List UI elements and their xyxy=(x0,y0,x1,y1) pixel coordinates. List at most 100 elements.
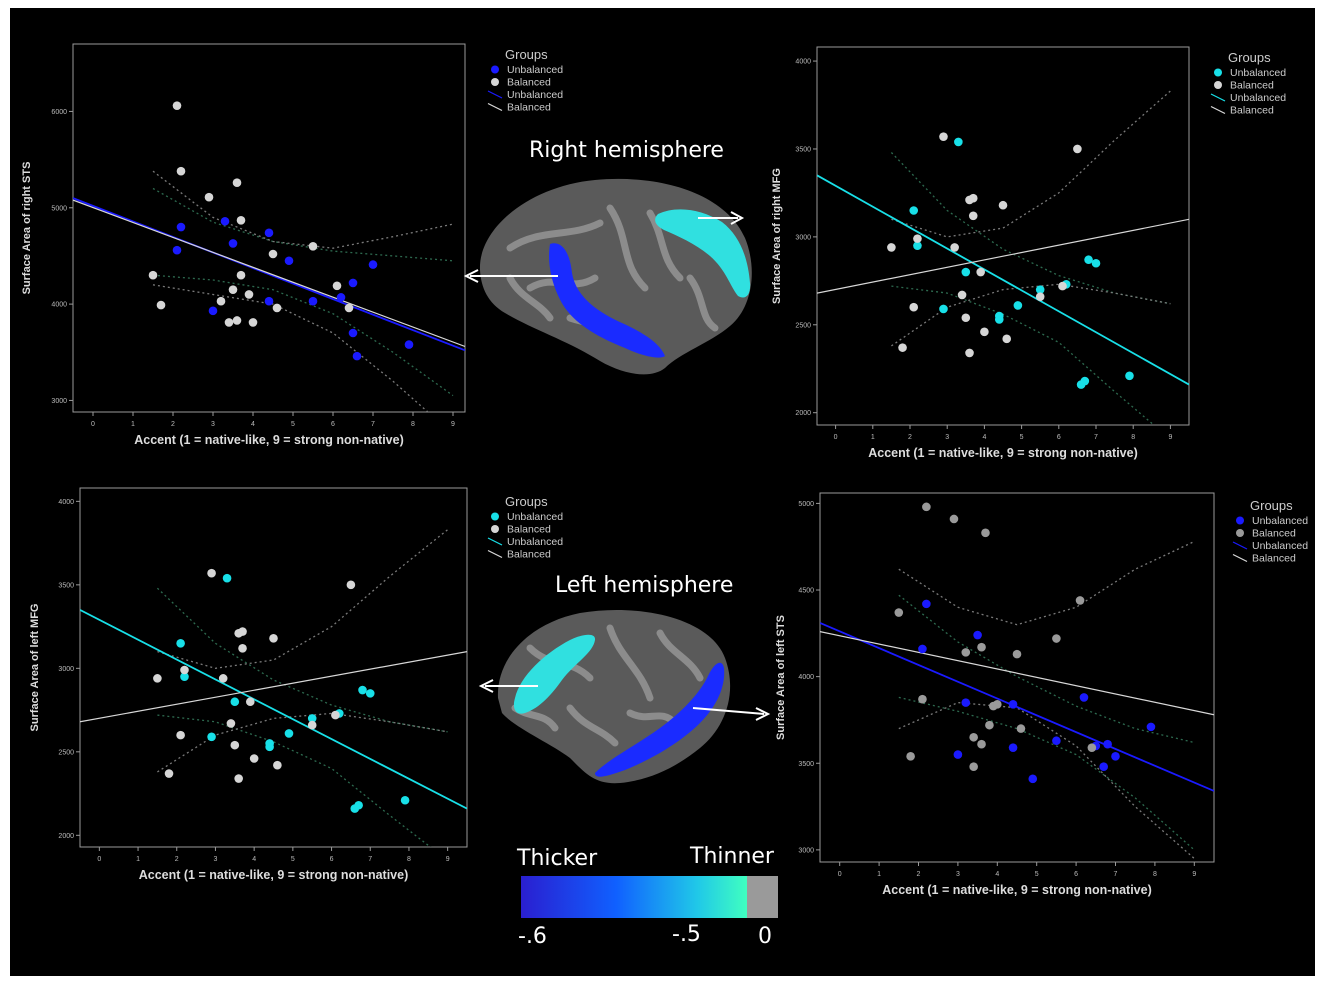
arrow-to-left-sts-head xyxy=(755,707,771,721)
x-tick-label: 0 xyxy=(97,856,101,863)
legend-entry: Balanced xyxy=(507,549,551,561)
legend-marker xyxy=(1214,81,1222,89)
data-point xyxy=(284,256,294,266)
x-tick-label: 9 xyxy=(446,856,450,863)
data-point xyxy=(249,754,259,763)
data-point xyxy=(216,296,226,306)
data-point xyxy=(172,245,182,255)
colorbar-tick-label: 0 xyxy=(758,924,772,949)
data-point xyxy=(404,340,414,349)
legend-entry: Unbalanced xyxy=(1252,515,1308,527)
legend-entry: Unbalanced xyxy=(507,511,563,523)
data-point xyxy=(1087,743,1097,752)
left-brain-sts-region xyxy=(595,662,725,777)
legend-title: Groups xyxy=(1228,50,1271,65)
data-point xyxy=(400,795,410,805)
data-point xyxy=(230,740,240,750)
data-point xyxy=(957,290,967,300)
data-point xyxy=(887,243,896,252)
data-point xyxy=(949,514,959,524)
data-point xyxy=(906,752,915,761)
legend-line xyxy=(487,537,503,546)
colorbar-tick-label: -.6 xyxy=(518,924,547,949)
data-point xyxy=(273,760,282,770)
x-tick-label: 1 xyxy=(877,871,881,878)
y-tick-label: 3000 xyxy=(58,666,74,673)
fit-line xyxy=(820,622,1214,792)
data-point xyxy=(176,638,185,648)
data-point xyxy=(950,243,959,252)
legend-line xyxy=(487,90,503,99)
x-tick-label: 0 xyxy=(834,434,838,441)
y-axis-label: Surface Area of left STS xyxy=(775,615,787,740)
data-point xyxy=(264,296,274,306)
x-tick-label: 1 xyxy=(136,856,140,863)
legend-line xyxy=(487,102,503,112)
x-tick-label: 5 xyxy=(291,421,295,428)
data-point xyxy=(980,327,989,337)
plot-frame xyxy=(816,46,1190,426)
data-point xyxy=(220,216,230,226)
right-hemisphere-brain xyxy=(463,178,752,375)
x-tick-label: 2 xyxy=(917,871,921,878)
plot-left-sts: 0 1 2 3 4 5 6 7 8 9 3000 3500 4000 4500 5000 Accent (1 … xyxy=(775,492,1308,897)
legend-marker xyxy=(491,525,499,533)
y-tick-label: 4000 xyxy=(795,59,811,66)
y-tick-label: 4000 xyxy=(51,302,67,309)
data-point xyxy=(352,351,362,361)
data-point xyxy=(172,101,182,110)
data-point xyxy=(918,694,927,704)
ci-band-lower xyxy=(891,285,1155,425)
data-point xyxy=(961,648,971,657)
plot-frame xyxy=(819,492,1215,863)
legend-entry: Unbalanced xyxy=(507,89,563,101)
data-point xyxy=(208,306,218,316)
data-point xyxy=(918,644,927,654)
x-tick-label: 0 xyxy=(91,421,95,428)
data-point xyxy=(898,343,907,352)
y-tick-label: 2000 xyxy=(58,833,74,840)
data-point xyxy=(176,166,186,176)
ci-band-lower xyxy=(891,283,1171,347)
data-point xyxy=(307,714,317,723)
legend-line xyxy=(1232,541,1248,550)
x-tick-label: 4 xyxy=(982,434,986,441)
data-point xyxy=(204,192,214,202)
data-point xyxy=(981,528,990,538)
left-brain-mfg-region xyxy=(513,634,596,714)
data-point xyxy=(207,568,216,578)
x-tick-label: 7 xyxy=(371,421,375,428)
right-hemisphere-label: Right hemisphere xyxy=(529,138,724,163)
data-point xyxy=(993,700,1002,709)
data-point xyxy=(1016,724,1026,733)
legend-title: Groups xyxy=(505,47,548,62)
legend-line xyxy=(1210,105,1226,115)
x-tick-label: 3 xyxy=(945,434,949,441)
data-point xyxy=(308,296,318,306)
data-point xyxy=(1084,255,1093,265)
ci-band-lower xyxy=(152,284,429,412)
x-axis-label: Accent (1 = native-like, 9 = strong non-… xyxy=(882,883,1152,897)
y-tick-label: 3500 xyxy=(58,582,74,589)
data-point xyxy=(913,234,922,243)
y-tick-label: 2500 xyxy=(795,322,811,329)
x-tick-label: 6 xyxy=(331,421,335,428)
ci-band-lower xyxy=(157,714,432,847)
data-point xyxy=(977,642,986,652)
data-point xyxy=(894,608,904,617)
data-point xyxy=(998,200,1008,210)
data-point xyxy=(976,267,985,277)
x-tick-label: 5 xyxy=(1035,871,1039,878)
plot-frame xyxy=(79,487,468,848)
data-point xyxy=(269,633,278,643)
data-point xyxy=(248,318,258,327)
data-point xyxy=(969,762,978,772)
plot-area xyxy=(73,101,465,412)
plot-right-sts: 0 1 2 3 4 5 6 7 8 9 3000 4000 5000 6000 Accent (1 = na… xyxy=(21,43,563,447)
x-tick-label: 8 xyxy=(407,856,411,863)
data-point xyxy=(1079,693,1089,702)
y-tick-label: 3000 xyxy=(51,398,67,405)
data-point xyxy=(1099,762,1108,772)
data-point xyxy=(176,222,186,232)
y-axis-label: Surface Area of left MFG xyxy=(29,604,41,732)
